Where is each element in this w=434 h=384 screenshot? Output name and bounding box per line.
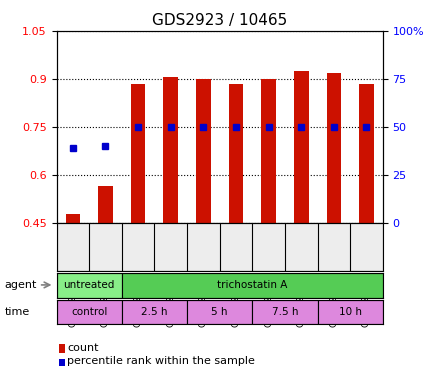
Text: control: control [71, 307, 107, 317]
Bar [228, 84, 243, 223]
Bar [284, 223, 317, 271]
FancyBboxPatch shape [122, 300, 187, 324]
FancyBboxPatch shape [122, 273, 382, 298]
Bar [56, 223, 89, 271]
Text: 2.5 h: 2.5 h [141, 307, 167, 317]
Text: percentile rank within the sample: percentile rank within the sample [67, 356, 255, 366]
Bar [66, 214, 80, 223]
FancyBboxPatch shape [56, 300, 122, 324]
FancyBboxPatch shape [187, 300, 252, 324]
Text: 5 h: 5 h [211, 307, 227, 317]
Bar [163, 77, 178, 223]
Text: untreated: untreated [63, 280, 115, 290]
Bar [187, 223, 219, 271]
FancyBboxPatch shape [252, 300, 317, 324]
Bar [89, 223, 122, 271]
Text: trichostatin A: trichostatin A [217, 280, 287, 290]
Bar [154, 223, 187, 271]
Bar [122, 223, 154, 271]
Bar [196, 79, 210, 223]
Bar [131, 84, 145, 223]
Bar [349, 223, 382, 271]
Bar [293, 71, 308, 223]
Text: agent: agent [4, 280, 36, 290]
Bar [219, 223, 252, 271]
Bar [261, 79, 275, 223]
Bar [326, 73, 340, 223]
FancyBboxPatch shape [56, 273, 122, 298]
Bar [358, 84, 373, 223]
Text: time: time [4, 307, 30, 317]
Bar [252, 223, 284, 271]
Title: GDS2923 / 10465: GDS2923 / 10465 [152, 13, 286, 28]
Bar [317, 223, 349, 271]
Text: count: count [67, 343, 99, 353]
Text: 10 h: 10 h [338, 307, 361, 317]
Bar [98, 186, 112, 223]
Text: 7.5 h: 7.5 h [271, 307, 297, 317]
FancyBboxPatch shape [317, 300, 382, 324]
